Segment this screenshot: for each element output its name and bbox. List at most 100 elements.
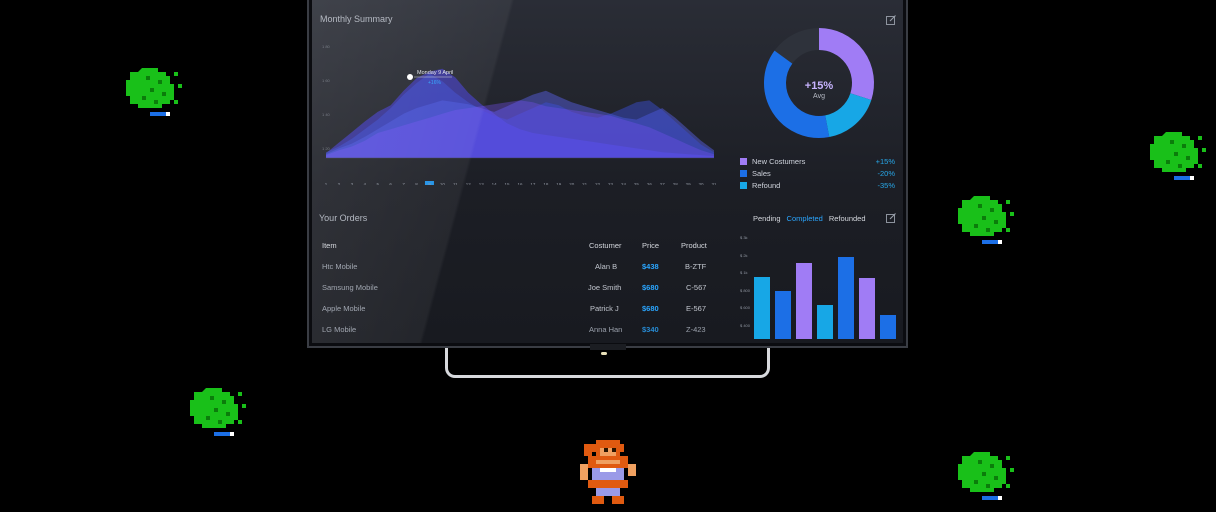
x-tick[interactable]: 25 xyxy=(634,182,640,185)
legend-item: New Costumers +15% xyxy=(740,155,895,167)
area-x-ticks: 1 2 3 4 5 6 7 8 9 10 11 12 13 14 15 16 17 18 19 20 21 22 23 24 2… xyxy=(325,181,717,185)
table-row[interactable]: Samsung Mobile Joe Smith $680 C-567 xyxy=(312,277,732,298)
order-customer: Alan B xyxy=(595,262,618,271)
tab-pending[interactable]: Pending xyxy=(753,214,781,223)
order-customer: Joe Smith xyxy=(588,283,622,292)
y-tick: 1 20 xyxy=(322,146,331,151)
selected-tick-highlight xyxy=(424,181,434,185)
area-series xyxy=(326,68,714,158)
area-series xyxy=(326,90,714,158)
legend-swatch xyxy=(740,157,747,165)
legend-value: +15% xyxy=(875,156,895,166)
legend-label: Sales xyxy=(752,168,771,178)
x-tick[interactable]: 21 xyxy=(582,182,588,185)
hero-sprite xyxy=(580,440,636,504)
order-customer: Anna Han xyxy=(589,325,623,334)
x-tick[interactable]: 27 xyxy=(660,182,666,185)
x-tick[interactable]: 20 xyxy=(569,182,575,185)
order-price: $680 xyxy=(642,283,659,292)
donut-slice xyxy=(824,92,872,138)
bush-sprite xyxy=(958,452,1014,500)
donut-center-value: +15% xyxy=(804,80,834,92)
x-tick[interactable]: 31 xyxy=(711,182,717,185)
order-item: LG Mobile xyxy=(322,325,357,334)
x-tick[interactable]: 28 xyxy=(673,182,679,185)
bush-sprite xyxy=(126,68,182,116)
y-tick: $ 600 xyxy=(740,305,751,310)
legend-item: Refound -35% xyxy=(740,179,895,191)
y-tick: $ 2k xyxy=(740,252,748,258)
bar xyxy=(859,278,875,339)
legend-value: -20% xyxy=(877,168,895,178)
y-tick: $ 1k xyxy=(740,270,748,275)
bar xyxy=(880,315,896,339)
tv-stand-neck xyxy=(590,344,626,350)
order-product: B-ZTF xyxy=(685,262,707,271)
tooltip-value: +16% xyxy=(428,80,441,86)
table-row[interactable]: LG Mobile Anna Han $340 Z-423 xyxy=(312,319,732,340)
x-tick[interactable]: 2 xyxy=(338,182,341,185)
orders-header-price: Price xyxy=(642,241,660,250)
bar xyxy=(796,263,812,339)
bar xyxy=(838,257,854,339)
x-tick[interactable]: 1 xyxy=(325,182,328,185)
x-tick[interactable]: 18 xyxy=(543,182,549,185)
x-tick[interactable]: 24 xyxy=(621,182,627,185)
tv-power-light xyxy=(601,352,607,355)
x-tick[interactable]: 4 xyxy=(364,182,367,185)
x-tick[interactable]: 30 xyxy=(699,182,705,185)
x-tick[interactable]: 23 xyxy=(608,182,614,185)
x-tick[interactable]: 9 xyxy=(428,182,431,185)
table-row[interactable]: Htc Mobile Alan B $438 B-ZTF xyxy=(312,256,732,277)
orders-title: Your Orders xyxy=(319,213,368,223)
orders-header-customer: Costumer xyxy=(589,241,622,250)
order-item: Samsung Mobile xyxy=(322,283,378,292)
legend-label: New Costumers xyxy=(752,156,806,166)
tooltip-marker xyxy=(407,74,413,80)
tab-refounded[interactable]: Refounded xyxy=(828,214,866,223)
order-product: C-567 xyxy=(686,283,707,292)
legend-item: Sales -20% xyxy=(740,167,895,179)
x-tick[interactable]: 13 xyxy=(479,182,485,185)
x-tick[interactable]: 22 xyxy=(595,182,601,185)
x-tick[interactable]: 11 xyxy=(453,182,458,185)
bush-sprite xyxy=(958,196,1014,244)
table-row[interactable]: Apple Mobile Patrick J $680 E-567 xyxy=(312,298,732,319)
edit-icon[interactable] xyxy=(886,15,896,25)
area-series-layer xyxy=(326,68,714,159)
y-tick: 1 60 xyxy=(322,78,331,83)
x-tick[interactable]: 3 xyxy=(351,182,354,185)
donut-slice xyxy=(818,28,874,100)
area-y-ticks: 1 80 1 60 1 40 1 20 xyxy=(322,44,331,151)
donut-slice xyxy=(764,50,830,138)
x-tick[interactable]: 6 xyxy=(389,182,392,185)
bar xyxy=(775,291,791,339)
order-price: $340 xyxy=(642,325,659,334)
donut-slices xyxy=(764,28,874,138)
x-tick[interactable]: 16 xyxy=(517,182,523,185)
donut-legend: New Costumers +15% Sales -20% Refound -3… xyxy=(740,155,895,191)
y-tick: $ 400 xyxy=(740,322,751,328)
legend-swatch xyxy=(740,169,747,177)
x-tick[interactable]: 17 xyxy=(530,182,536,185)
x-tick[interactable]: 8 xyxy=(415,182,418,185)
area-series xyxy=(326,100,714,158)
x-tick[interactable]: 26 xyxy=(647,182,653,185)
legend-label: Refound xyxy=(752,180,781,190)
y-tick: $ 3k xyxy=(740,235,748,240)
bush-sprite xyxy=(190,388,246,436)
x-tick[interactable]: 7 xyxy=(402,182,405,185)
area-tooltip xyxy=(407,74,452,80)
x-tick[interactable]: 10 xyxy=(440,182,446,185)
x-tick[interactable]: 19 xyxy=(556,182,562,185)
legend-value: -35% xyxy=(877,180,895,190)
tab-completed[interactable]: Completed xyxy=(786,214,823,223)
x-tick[interactable]: 5 xyxy=(376,182,379,185)
x-tick[interactable]: 15 xyxy=(505,182,511,185)
x-tick[interactable]: 12 xyxy=(466,182,472,185)
x-tick[interactable]: 29 xyxy=(686,182,692,185)
x-tick[interactable]: 14 xyxy=(492,182,498,185)
orders-header-item: Item xyxy=(322,241,337,250)
edit-icon[interactable] xyxy=(886,213,896,223)
